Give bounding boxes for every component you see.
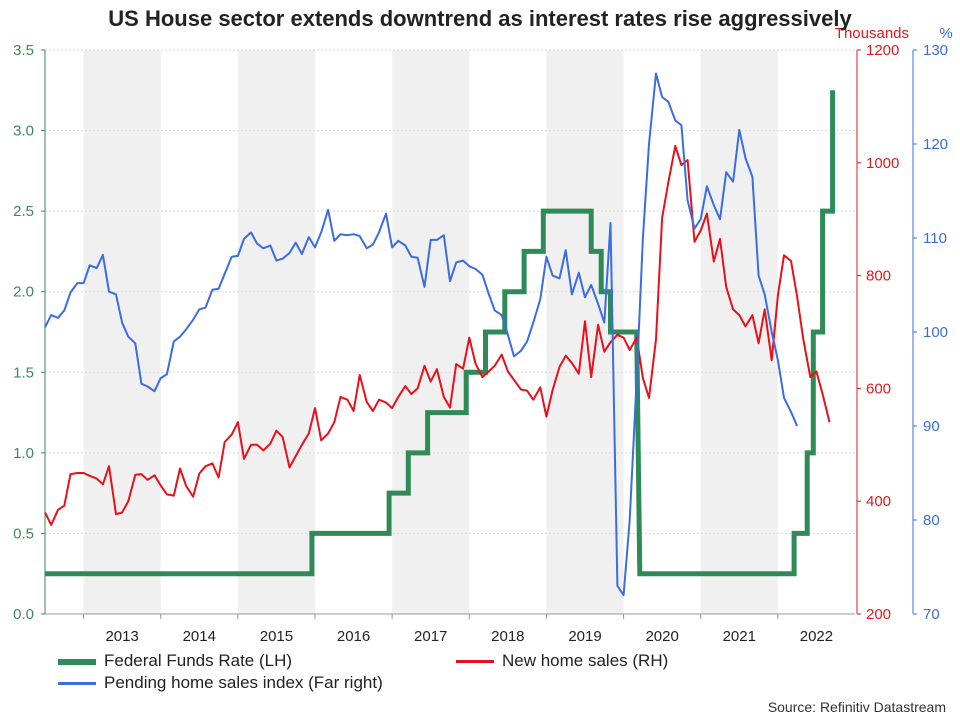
legend-swatch-new-home-sales (456, 660, 494, 664)
x-tick-label: 2013 (105, 628, 138, 645)
far-right-tick-label: 120 (923, 136, 948, 153)
x-tick-label: 2018 (491, 628, 524, 645)
x-tick-label: 2022 (800, 628, 833, 645)
x-tick-label: 2021 (723, 628, 756, 645)
legend-pending-sales: Pending home sales index (Far right) (58, 673, 383, 693)
year-band-2013 (83, 50, 161, 614)
year-bands (83, 50, 778, 614)
right-tick-label: 200 (866, 606, 891, 623)
right-tick-label: 800 (866, 268, 891, 285)
x-tick-label: 2019 (568, 628, 601, 645)
right-tick-label: 1200 (866, 42, 899, 59)
chart-title: US House sector extends downtrend as int… (108, 6, 852, 31)
far-right-tick-label: 70 (923, 606, 940, 623)
legend-label-pending-sales: Pending home sales index (Far right) (104, 673, 383, 692)
left-tick-label: 3.0 (13, 123, 34, 140)
right-tick-label: 600 (866, 380, 891, 397)
x-tick-label: 2017 (414, 628, 447, 645)
far-right-tick-label: 100 (923, 324, 948, 341)
axis-labels: 0.0 0.5 1.0 1.5 2.0 2.5 3.0 3.5 200 400 600 800 1000… (13, 25, 953, 645)
legend-fed-funds: Federal Funds Rate (LH) (58, 651, 292, 671)
legend-swatch-fed-funds (58, 658, 96, 665)
legend-swatch-pending-sales (58, 682, 96, 686)
right-tick-label: 1000 (866, 155, 899, 172)
x-tick-label: 2014 (183, 628, 216, 645)
x-tick-label: 2020 (645, 628, 678, 645)
source-note: Source: Refinitiv Datastream (767, 699, 946, 715)
legend-new-home-sales: New home sales (RH) (456, 651, 668, 671)
series-lines (44, 72, 836, 597)
left-tick-label: 3.5 (13, 42, 34, 59)
year-band-2015 (237, 50, 315, 614)
far-right-axis-label: % (939, 25, 952, 42)
left-tick-label: 2.0 (13, 284, 34, 301)
left-tick-label: 0.5 (13, 525, 34, 542)
legend-label-fed-funds: Federal Funds Rate (LH) (104, 651, 293, 670)
series-line-2 (44, 72, 799, 597)
series-line-1 (44, 144, 831, 526)
year-band-2021 (700, 50, 778, 614)
right-axis-label: Thousands (835, 25, 909, 42)
x-tick-label: 2015 (260, 628, 293, 645)
year-band-2017 (392, 50, 470, 614)
legend-label-new-home-sales: New home sales (RH) (502, 651, 669, 670)
left-tick-label: 1.5 (13, 364, 34, 381)
far-right-tick-label: 80 (923, 512, 940, 529)
far-right-tick-label: 90 (923, 418, 940, 435)
left-tick-label: 2.5 (13, 203, 34, 220)
x-tick-label: 2016 (337, 628, 370, 645)
left-tick-label: 1.0 (13, 445, 34, 462)
gridlines (45, 49, 855, 534)
axes (41, 49, 917, 619)
series-line-0 (45, 90, 836, 577)
far-right-tick-label: 130 (923, 42, 948, 59)
far-right-tick-label: 110 (923, 230, 947, 247)
right-tick-label: 400 (866, 493, 891, 510)
left-tick-label: 0.0 (13, 606, 34, 623)
